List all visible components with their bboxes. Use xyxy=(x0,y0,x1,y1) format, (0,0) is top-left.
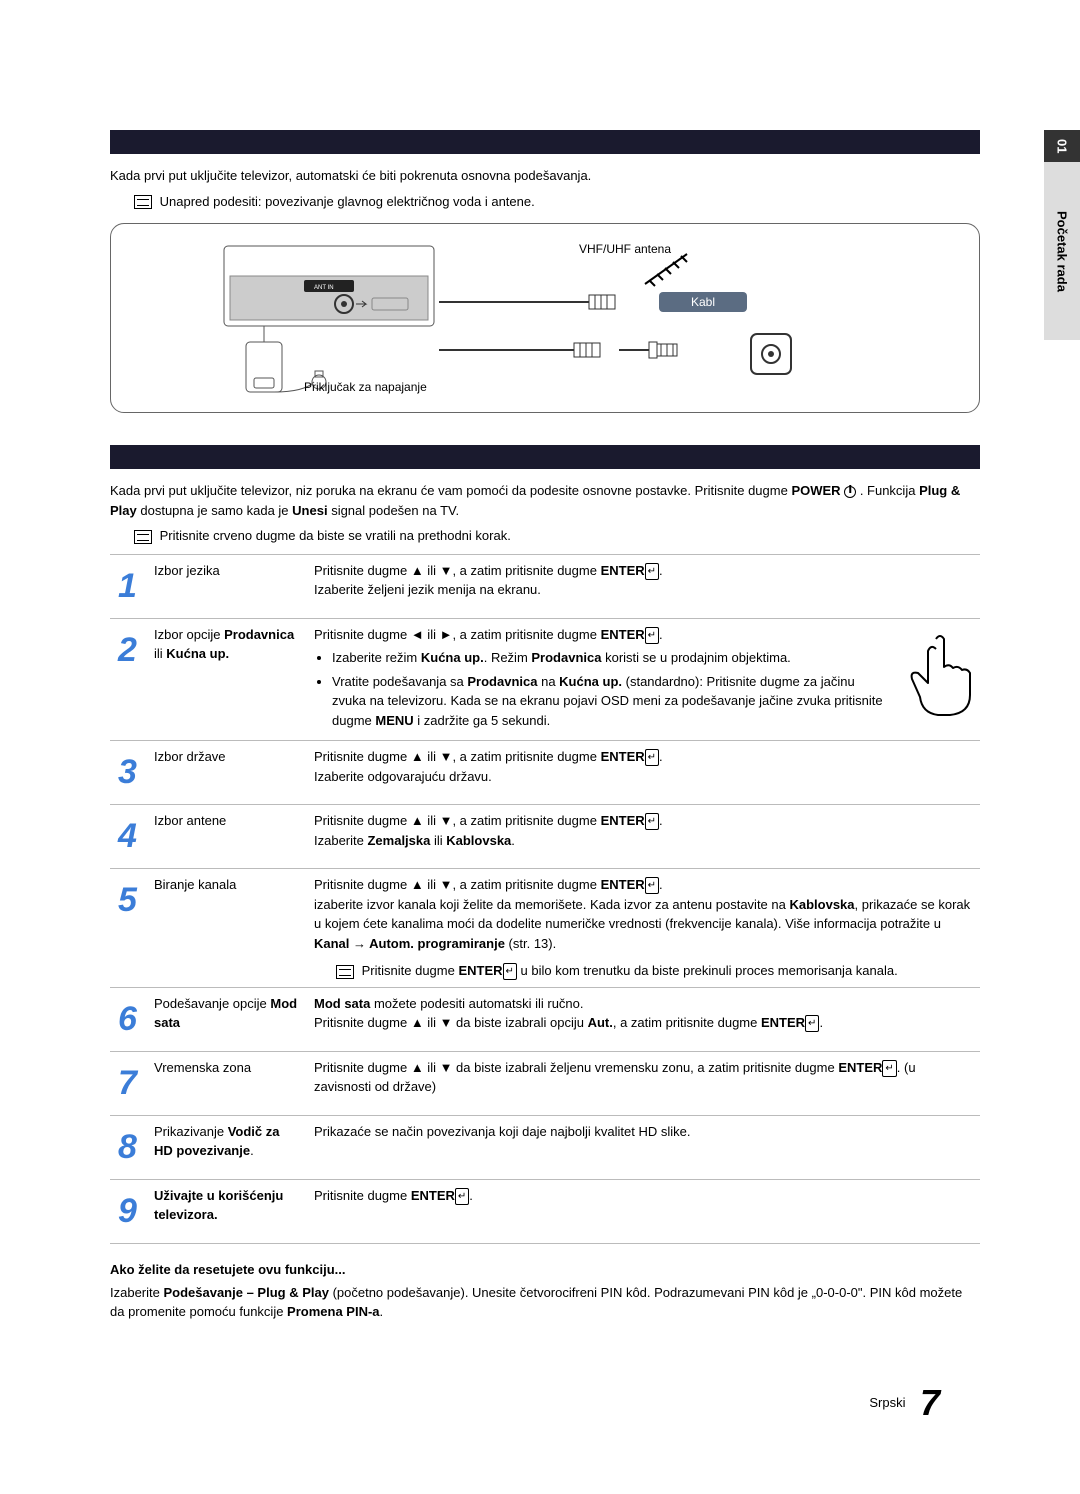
reset-heading: Ako želite da resetujete ovu funkciju... xyxy=(110,1262,980,1277)
note-icon xyxy=(134,530,152,544)
step-title: Podešavanje opcije Mod sata xyxy=(146,987,306,1051)
step-number: 8 xyxy=(110,1115,146,1179)
table-row: 9 Uživajte u korišćenju televizora. Prit… xyxy=(110,1179,980,1243)
cable-label: Kabl xyxy=(659,292,747,312)
enter-icon: ↵ xyxy=(455,1188,469,1205)
table-row: 4 Izbor antene Pritisnite dugme ▲ ili ▼,… xyxy=(110,805,980,869)
setup-steps-table: 1 Izbor jezika Pritisnite dugme ▲ ili ▼,… xyxy=(110,554,980,1244)
table-row: 5 Biranje kanala Pritisnite dugme ▲ ili … xyxy=(110,869,980,988)
step-desc: Pritisnite dugme ▲ ili ▼, a zatim pritis… xyxy=(306,805,980,869)
note-icon xyxy=(336,965,354,979)
enter-icon: ↵ xyxy=(805,1015,819,1032)
enter-icon: ↵ xyxy=(645,813,659,830)
section-heading-bar-2 xyxy=(110,445,980,469)
step-title: Vremenska zona xyxy=(146,1051,306,1115)
step-desc: Pritisnite dugme ◄ ili ►, a zatim pritis… xyxy=(306,618,980,741)
power-icon xyxy=(844,486,856,498)
step-desc: Pritisnite dugme ▲ ili ▼, a zatim pritis… xyxy=(306,869,980,988)
tv-rear-illustration: ANT IN xyxy=(204,242,454,402)
enter-icon: ↵ xyxy=(503,963,517,980)
table-row: 6 Podešavanje opcije Mod sata Mod sata m… xyxy=(110,987,980,1051)
page-footer: Srpski 7 xyxy=(110,1382,980,1424)
step-number: 4 xyxy=(110,805,146,869)
intro-text-2: Kada prvi put uključite televizor, niz p… xyxy=(110,481,980,520)
step-number: 9 xyxy=(110,1179,146,1243)
enter-icon: ↵ xyxy=(645,563,659,580)
step-desc: Mod sata možete podesiti automatski ili … xyxy=(306,987,980,1051)
step-title: Prikazivanje Vodič za HD povezivanje. xyxy=(146,1115,306,1179)
cable-connector-top xyxy=(439,290,629,314)
reset-text: Izaberite Podešavanje – Plug & Play (poč… xyxy=(110,1283,980,1322)
table-row: 1 Izbor jezika Pritisnite dugme ▲ ili ▼,… xyxy=(110,554,980,618)
enter-icon: ↵ xyxy=(882,1060,896,1077)
footer-language: Srpski xyxy=(869,1395,905,1410)
step-desc: Pritisnite dugme ▲ ili ▼, a zatim pritis… xyxy=(306,554,980,618)
step-number: 5 xyxy=(110,869,146,988)
table-row: 7 Vremenska zona Pritisnite dugme ▲ ili … xyxy=(110,1051,980,1115)
table-row: 3 Izbor države Pritisnite dugme ▲ ili ▼,… xyxy=(110,741,980,805)
step-desc: Pritisnite dugme ▲ ili ▼, a zatim pritis… xyxy=(306,741,980,805)
cable-connector-bottom xyxy=(439,338,739,362)
step-number: 3 xyxy=(110,741,146,805)
hand-pointer-icon xyxy=(902,629,972,719)
step-desc: Pritisnite dugme ▲ ili ▼ da biste izabra… xyxy=(306,1051,980,1115)
intro-text-1: Kada prvi put uključite televizor, autom… xyxy=(110,166,980,186)
step-desc: Pritisnite dugme ENTER↵. xyxy=(306,1179,980,1243)
step-number: 6 xyxy=(110,987,146,1051)
wall-jack xyxy=(749,332,793,376)
step-number: 1 xyxy=(110,554,146,618)
step-title: Izbor antene xyxy=(146,805,306,869)
section-heading-bar-1 xyxy=(110,130,980,154)
preset-text: Unapred podesiti: povezivanje glavnog el… xyxy=(134,192,980,212)
power-connector-label: Priključak za napajanje xyxy=(304,380,427,394)
step-desc: Prikazaće se način povezivanja koji daje… xyxy=(306,1115,980,1179)
step-title: Uživajte u korišćenju televizora. xyxy=(146,1179,306,1243)
preset-label: Unapred podesiti: povezivanje glavnog el… xyxy=(160,194,535,209)
note-icon xyxy=(134,195,152,209)
table-row: 8 Prikazivanje Vodič za HD povezivanje. … xyxy=(110,1115,980,1179)
connection-diagram: ANT IN VHF/UHF antena xyxy=(110,223,980,413)
table-row: 2 Izbor opcije Prodavnica ili Kućna up. … xyxy=(110,618,980,741)
step-title: Izbor opcije Prodavnica ili Kućna up. xyxy=(146,618,306,741)
enter-icon: ↵ xyxy=(645,627,659,644)
step-title: Izbor države xyxy=(146,741,306,805)
enter-icon: ↵ xyxy=(645,749,659,766)
red-button-note: Pritisnite crveno dugme da biste se vrat… xyxy=(134,526,980,546)
step-number: 2 xyxy=(110,618,146,741)
port-label: ANT IN xyxy=(314,285,334,291)
enter-icon: ↵ xyxy=(645,877,659,894)
step-title: Biranje kanala xyxy=(146,869,306,988)
footer-page-number: 7 xyxy=(920,1382,940,1424)
antenna-icon xyxy=(639,248,699,290)
step-title: Izbor jezika xyxy=(146,554,306,618)
step-number: 7 xyxy=(110,1051,146,1115)
